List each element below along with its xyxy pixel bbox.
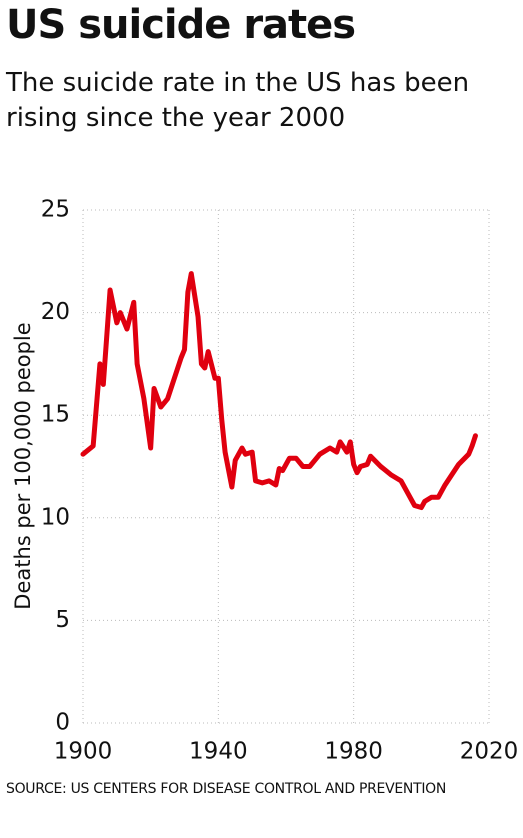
y-tick-label: 5 xyxy=(55,607,70,633)
y-tick-label: 15 xyxy=(41,402,70,428)
y-axis-label: Deaths per 100,000 people xyxy=(11,322,35,609)
data-line xyxy=(80,271,478,511)
chart-subtitle: The suicide rate in the US has been risi… xyxy=(6,68,470,133)
x-tick-label: 1900 xyxy=(54,739,113,765)
x-tick-label: 1940 xyxy=(189,739,248,765)
y-tick-label: 25 xyxy=(41,197,70,223)
x-tick-label: 1980 xyxy=(324,739,383,765)
source-note: SOURCE: US CENTERS FOR DISEASE CONTROL A… xyxy=(6,781,447,797)
y-tick-label: 0 xyxy=(55,710,70,736)
chart-title: US suicide rates xyxy=(6,2,356,48)
y-tick-label: 20 xyxy=(41,299,70,325)
x-tick-label: 2020 xyxy=(460,739,519,765)
y-tick-label: 10 xyxy=(41,504,70,530)
